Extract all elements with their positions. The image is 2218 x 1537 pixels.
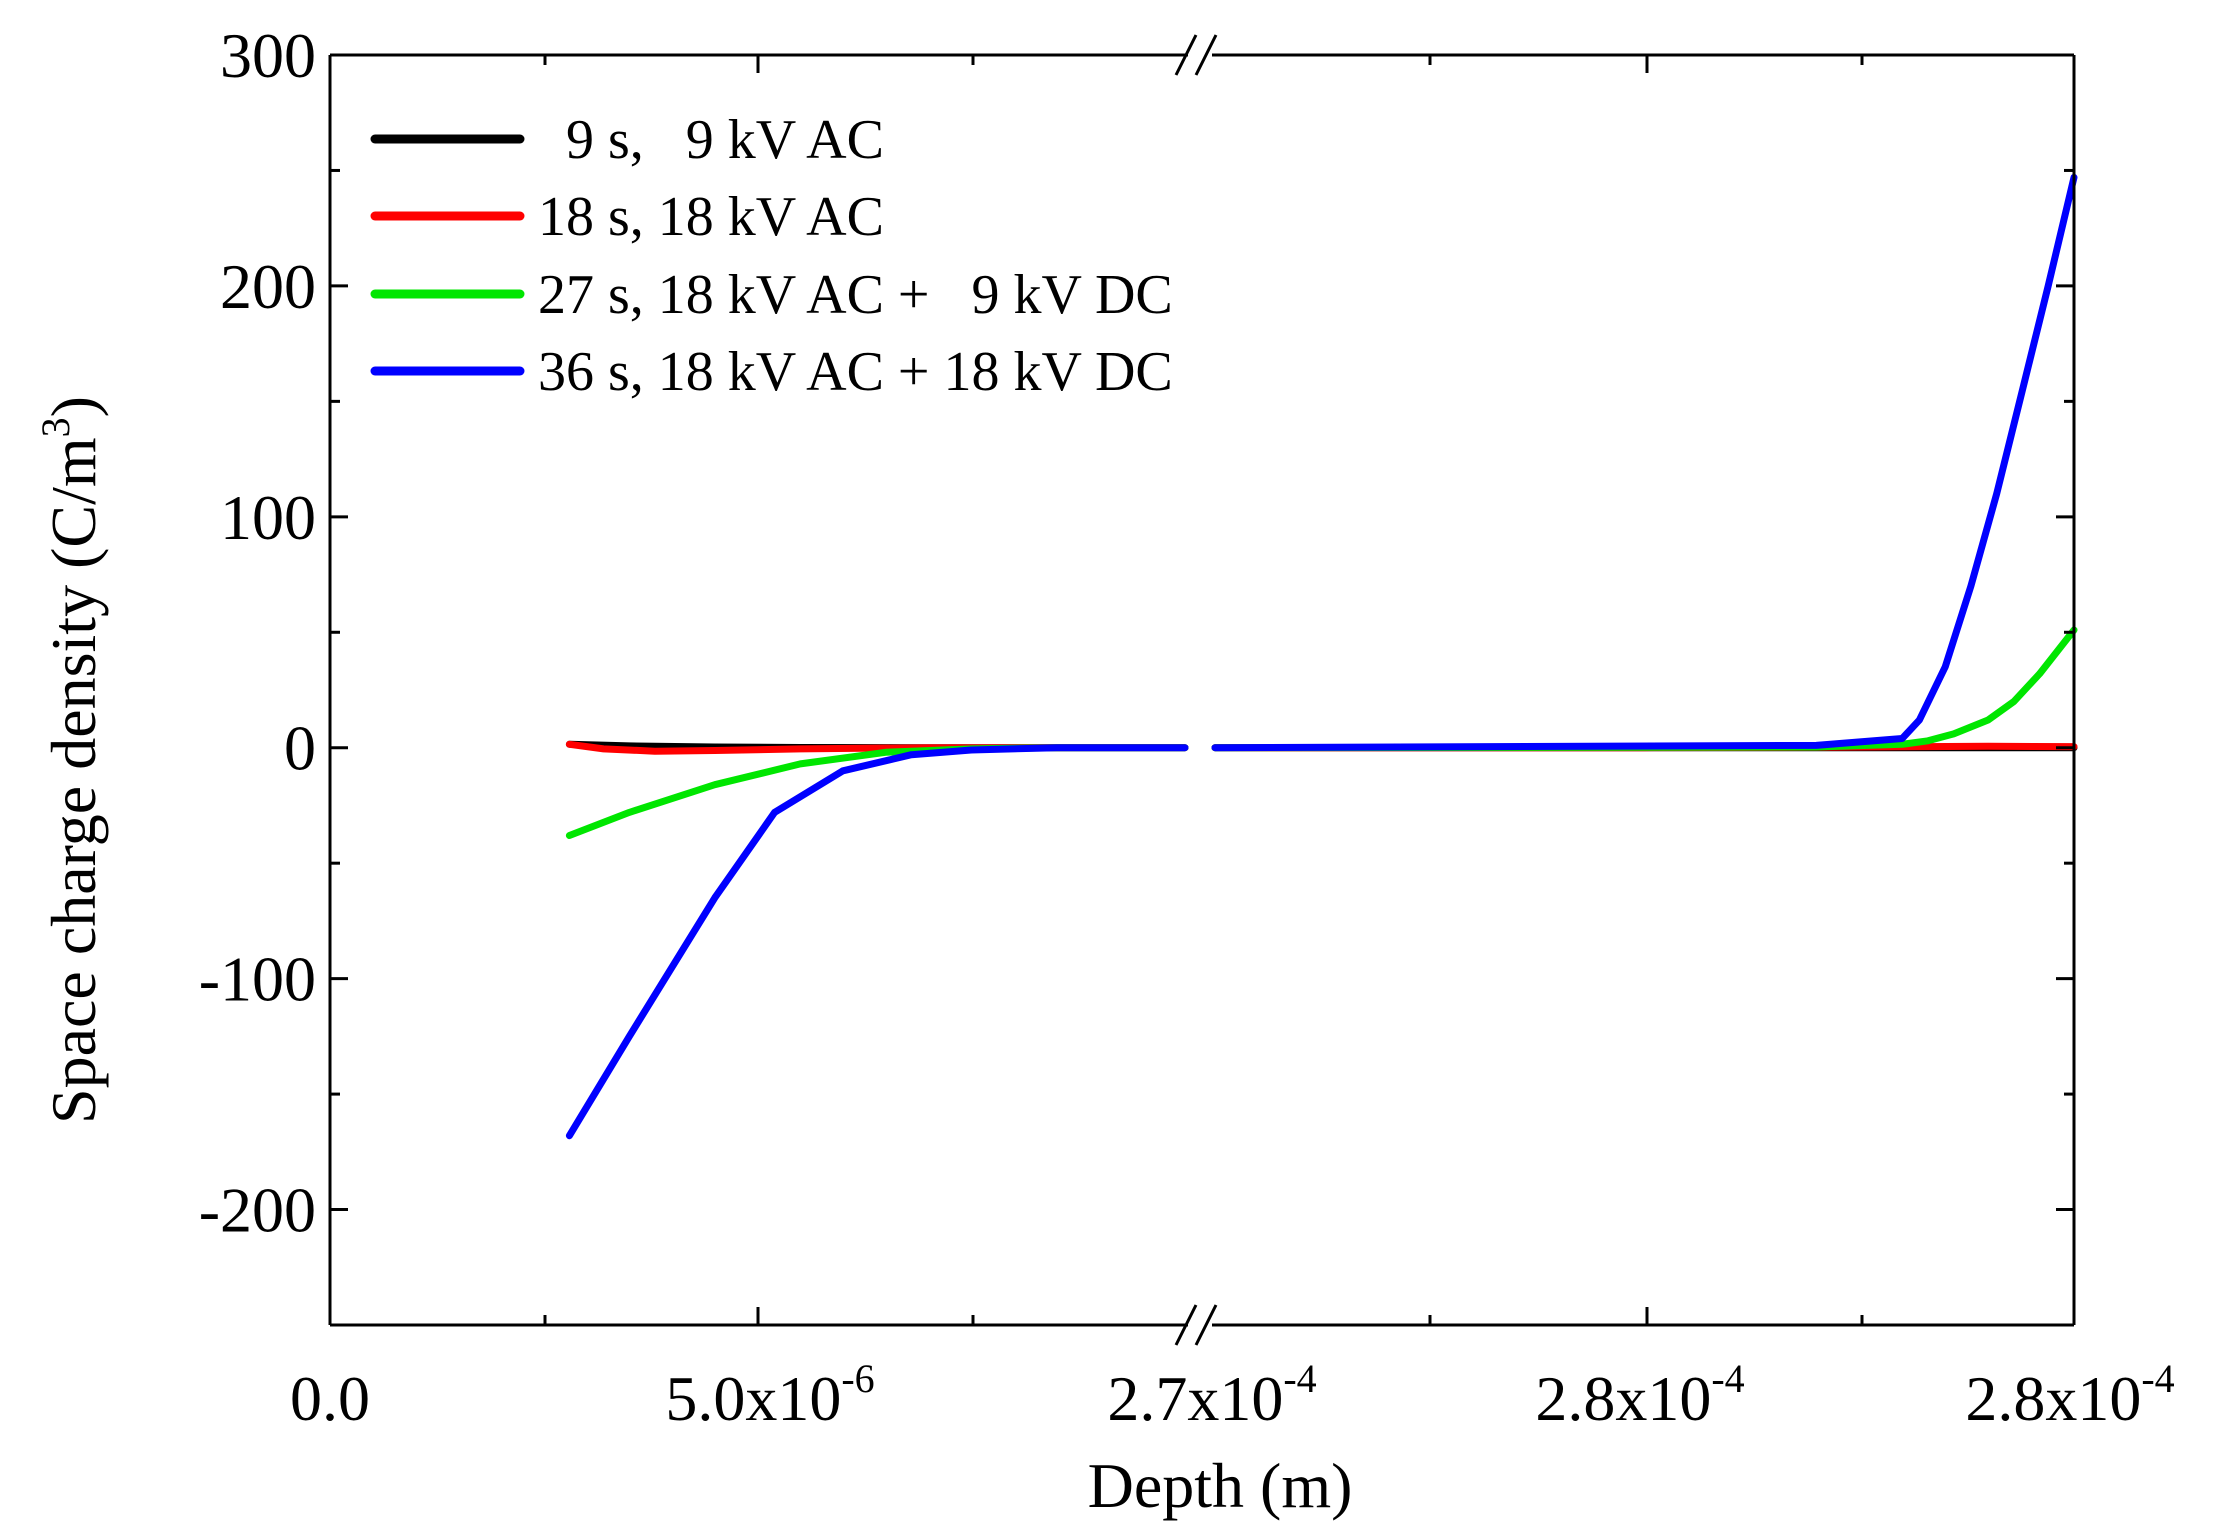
x-tick-label-1: 5.0x10-6 [665,1356,874,1434]
x-tick-label-base-4: 2.8x10 [1965,1363,2141,1434]
y-tick-label-5: 300 [220,20,316,91]
y-tick-label-3: 100 [220,482,316,553]
legend-label-4: 36 s, 18 kV AC + 18 kV DC [538,341,1173,403]
axis-break-mark-bottom-1 [1174,1304,1198,1346]
x-tick-label-base-2: 2.7x10 [1107,1363,1283,1434]
x-tick-label-exp-1: -6 [841,1356,874,1401]
legend: 9 s, 9 kV AC 18 s, 18 kV AC 27 s, 18 kV … [370,109,1173,403]
legend-label-3: 27 s, 18 kV AC + 9 kV DC [538,264,1173,326]
axis-break-mark-top-1 [1174,34,1198,76]
x-tick-label-base-1: 5.0x10 [665,1363,841,1434]
x-tick-label-exp-4: -4 [2141,1356,2174,1401]
x-tick-label-4: 2.8x10-4 [1965,1356,2174,1434]
x-axis-title: Depth (m) [1088,1450,1353,1521]
y-tick-label-1: -100 [199,944,316,1015]
y-axis-title-sup: 3 [33,417,78,437]
series-4-right-line [1211,173,2078,752]
x-tick-label-2: 2.7x10-4 [1107,1356,1316,1434]
plot-lines [565,173,2078,1140]
y-axis-title: Space charge density (C/m3) [33,396,109,1124]
axis-break-mark-top-2 [1194,34,1218,76]
y-axis-title-main: Space charge density (C/m [38,437,109,1124]
legend-label-2: 18 s, 18 kV AC [538,186,884,248]
x-tick-label-exp-3: -4 [1711,1356,1744,1401]
x-tick-label-0: 0.0 [290,1363,370,1434]
y-tick-label-0: -200 [199,1175,316,1246]
x-tick-label-base-0: 0.0 [290,1363,370,1434]
x-tick-label-exp-2: -4 [1283,1356,1316,1401]
series-4-left-line [565,744,1189,1140]
axis-break-mark-bottom-2 [1194,1304,1218,1346]
series-3-right-line [1211,626,2078,752]
legend-label-1: 9 s, 9 kV AC [538,109,884,171]
x-tick-label-base-3: 2.8x10 [1535,1363,1711,1434]
y-axis-title-close: ) [38,396,109,417]
y-tick-label-2: 0 [284,713,316,784]
y-tick-label-4: 200 [220,251,316,322]
x-tick-label-3: 2.8x10-4 [1535,1356,1744,1434]
